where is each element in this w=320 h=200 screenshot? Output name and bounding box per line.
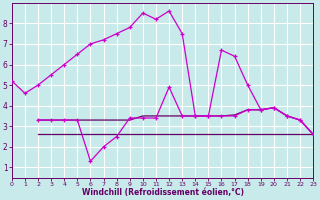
X-axis label: Windchill (Refroidissement éolien,°C): Windchill (Refroidissement éolien,°C) [82, 188, 244, 197]
